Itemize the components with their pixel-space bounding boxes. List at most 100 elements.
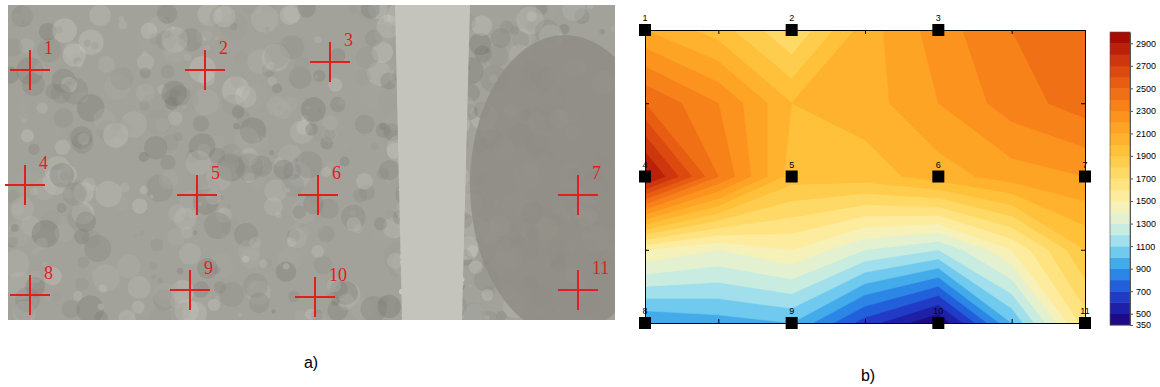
texture-blob (8, 38, 23, 57)
texture-blob (464, 302, 486, 320)
photo-marker-label: 8 (44, 263, 53, 283)
texture-blob (213, 5, 235, 27)
texture-blob (10, 197, 34, 221)
texture-blob (63, 182, 87, 206)
cross-line (577, 270, 579, 310)
colorbar-band (1110, 66, 1130, 78)
tick: 500 (1130, 309, 1151, 319)
points (639, 24, 1091, 329)
texture-blob (99, 285, 107, 293)
texture-blob (8, 250, 30, 278)
contour-band (645, 30, 1085, 308)
contour-band (645, 30, 1085, 209)
photo-marker: 11 (558, 258, 609, 310)
texture-blob (174, 302, 191, 319)
tick-label: 2700 (1136, 61, 1156, 71)
contour-band (645, 152, 665, 184)
texture-blob (76, 296, 104, 320)
texture-blob (150, 194, 154, 198)
colorbar-band (1110, 100, 1130, 112)
photo-marker: 4 (5, 153, 48, 205)
texture-blob (89, 5, 111, 26)
point (639, 24, 651, 36)
texture-blob (199, 70, 215, 86)
figure: 1234567891011a)1234567891011350500700900… (0, 0, 1160, 387)
tick-mark (865, 30, 866, 34)
texture-blob (152, 274, 178, 300)
colorbar-band (1110, 224, 1130, 236)
colorbar-band (1110, 302, 1130, 314)
colorbar-band (1110, 269, 1130, 281)
texture-blob (139, 231, 144, 236)
texture-blob (386, 210, 396, 220)
point-labels: 1234567891011 (642, 13, 1089, 316)
colorbar-band (1110, 122, 1130, 134)
texture-blob (275, 212, 281, 218)
tick (645, 250, 649, 251)
colorbar-band (1110, 88, 1130, 100)
photo-marker-label: 1 (44, 38, 53, 58)
texture-blob (562, 5, 585, 21)
cross-line (204, 50, 206, 90)
photo-mortar (395, 5, 470, 320)
texture-blob (350, 5, 358, 13)
contour-band (645, 30, 1085, 323)
tick-mark (1130, 111, 1133, 112)
texture-blob (96, 54, 124, 82)
texture-blob (98, 304, 105, 311)
texture-blob (75, 278, 88, 291)
photo-marker-label: 4 (39, 153, 48, 173)
texture-blob (68, 131, 79, 142)
contour-band (645, 30, 1085, 199)
texture-blob (21, 5, 46, 25)
tick (1081, 30, 1085, 31)
contour-band (645, 30, 1085, 323)
tick-label: 900 (1136, 264, 1151, 274)
texture-blob (377, 92, 396, 111)
tick-mark (718, 30, 719, 34)
texture-blob (240, 82, 249, 91)
texture-blob (321, 167, 331, 177)
tick-mark (1081, 103, 1085, 104)
tick (1012, 319, 1013, 323)
tick: 900 (1130, 264, 1151, 274)
texture-blob (37, 38, 61, 62)
tick-label: 1500 (1136, 196, 1156, 206)
tick (1081, 250, 1085, 251)
photo-marker: 10 (295, 265, 347, 317)
texture-blob (232, 106, 245, 119)
colorbar-band (1110, 257, 1130, 269)
colorbar-band (1110, 111, 1130, 123)
point-label: 4 (642, 160, 647, 170)
texture-blob (599, 29, 605, 35)
colorbar-band (1110, 167, 1130, 179)
photo-marker: 8 (10, 263, 53, 315)
texture-blob (160, 155, 175, 170)
texture-blob (227, 204, 231, 208)
tick (865, 30, 866, 34)
texture-blob (171, 194, 177, 200)
texture-blob (179, 243, 201, 265)
texture-blob (54, 108, 74, 128)
texture-blob (330, 48, 345, 63)
tick-mark (1130, 43, 1133, 44)
photo-marker: 7 (558, 163, 601, 215)
texture-blob (143, 85, 149, 91)
point (786, 171, 798, 183)
contour-band (645, 30, 1085, 323)
texture-blob (28, 144, 39, 155)
point (1079, 317, 1091, 329)
texture-blob (298, 246, 311, 259)
photo-marker: 6 (298, 163, 341, 215)
tick-mark (1130, 201, 1133, 202)
texture-blob (162, 81, 187, 106)
contour-band (645, 30, 1085, 323)
contour-band (645, 30, 1085, 225)
texture-blob (168, 111, 183, 126)
colorbar-band (1110, 291, 1130, 303)
texture-blob (55, 139, 70, 154)
texture-blob (215, 296, 221, 302)
texture-blob (243, 273, 268, 298)
texture-blob (51, 84, 71, 104)
texture-blob (478, 46, 483, 51)
